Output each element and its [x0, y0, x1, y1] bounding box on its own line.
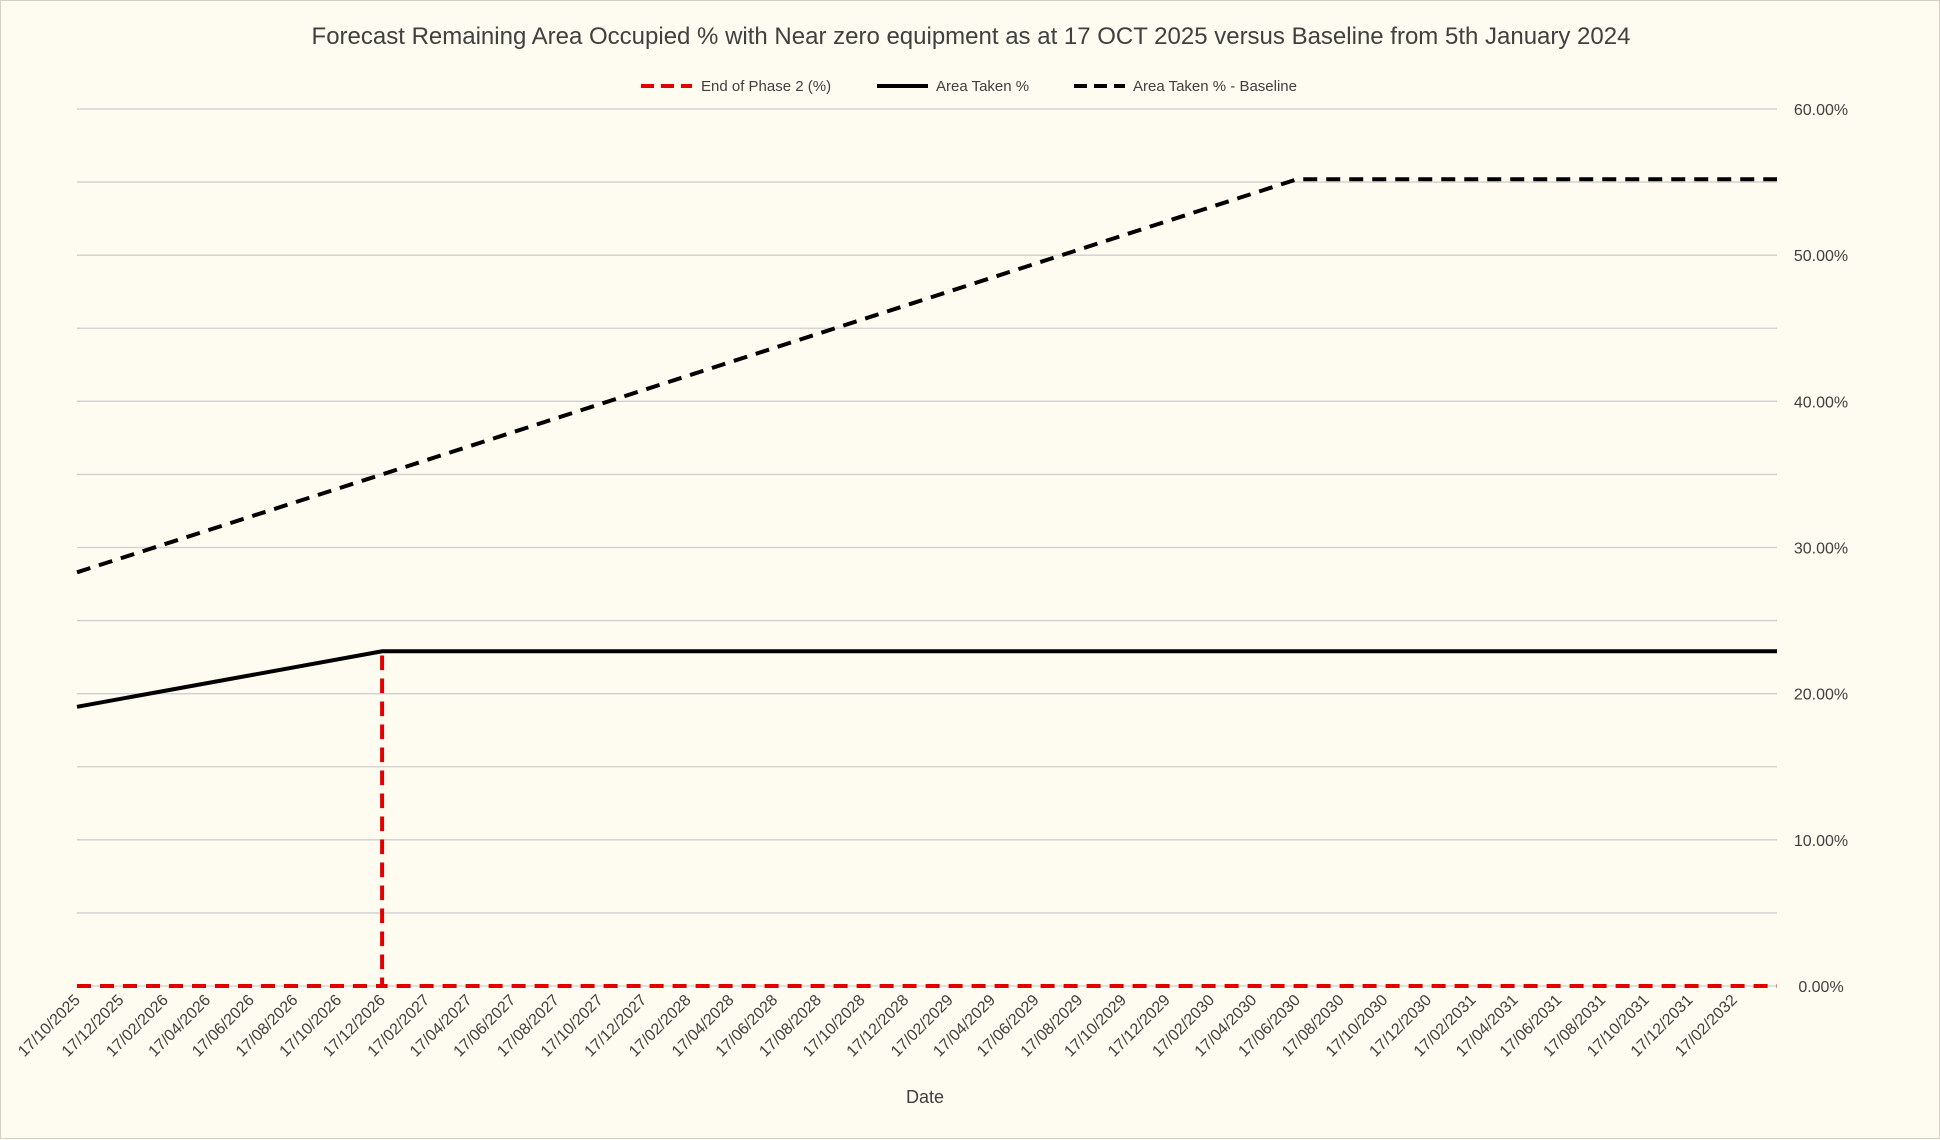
y-tick-label: 60.00% [1794, 102, 1848, 119]
y-tick-label: 0.00% [1798, 979, 1843, 996]
legend: End of Phase 2 (%) Area Taken % Area Taken… [641, 78, 1297, 95]
y-axis-tick-labels: 0.00% 10.00% 20.00% 30.00% 40.00% 50.00% 60.00… [1794, 102, 1848, 996]
chart-title: Forecast Remaining Area Occupied % with … [312, 23, 1631, 50]
x-axis-title: Date [906, 1087, 944, 1107]
y-tick-label: 10.00% [1794, 833, 1848, 850]
series-lines [76, 177, 1777, 988]
gridlines [77, 108, 1777, 987]
legend-label: End of Phase 2 (%) [701, 78, 831, 95]
legend-label: Area Taken % [936, 78, 1029, 95]
series-line-2 [76, 649, 1777, 709]
series-line-3 [76, 177, 1777, 575]
y-tick-label: 50.00% [1794, 248, 1848, 265]
y-tick-label: 20.00% [1794, 687, 1848, 704]
legend-label: Area Taken % - Baseline [1133, 78, 1297, 95]
y-tick-label: 40.00% [1794, 394, 1848, 411]
legend-item: End of Phase 2 (%) [641, 78, 831, 95]
y-tick-label: 30.00% [1794, 541, 1848, 558]
legend-item: Area Taken % [877, 78, 1029, 95]
legend-item: Area Taken % - Baseline [1074, 78, 1297, 95]
series-line-1 [77, 651, 1777, 988]
x-axis-tick-labels: 17/10/202517/12/202517/02/202617/04/2026… [15, 992, 1741, 1061]
